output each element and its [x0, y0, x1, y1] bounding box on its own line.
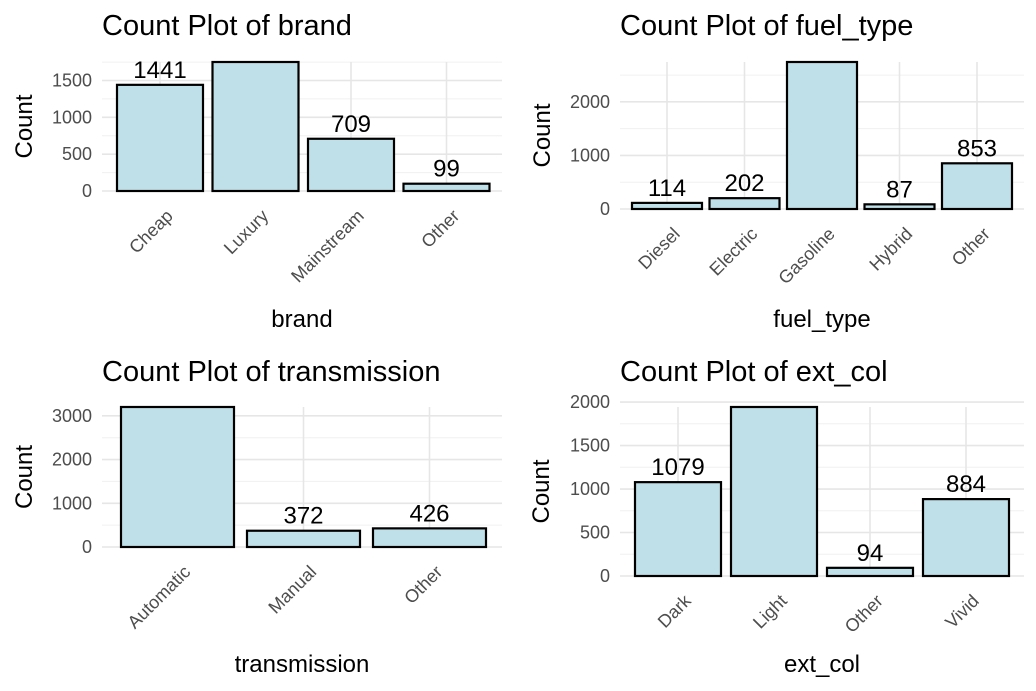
x-tick-label-electric: Electric: [705, 224, 761, 280]
data-label-other: 99: [433, 156, 460, 183]
data-label-other: 426: [409, 500, 449, 527]
y-axis-title: Count: [11, 445, 38, 509]
x-axis-title: transmission: [235, 651, 370, 678]
y-tick-label: 0: [82, 181, 92, 201]
bar-vivid: [921, 498, 1011, 578]
y-tick-label: 0: [82, 537, 92, 557]
bar-automatic: [119, 405, 236, 549]
bar-gasoline: [785, 60, 859, 211]
bar-diesel: [630, 201, 704, 211]
x-tick-label-other: Other: [841, 591, 887, 637]
y-tick-label: 500: [580, 523, 610, 543]
chart-title: Count Plot of ext_col: [620, 356, 888, 388]
y-tick-label: 3000: [52, 406, 92, 426]
x-tick-label-hybrid: Hybrid: [865, 224, 916, 275]
x-tick-label-luxury: Luxury: [220, 206, 272, 258]
chart-ext-col: 0 500 1000 1500 2000 1079 94 884 Dark Light Other V…: [528, 356, 1024, 678]
chart-fuel-type: 0 1000 2000 114 202 87 853 Diesel Electric Gasoli…: [529, 10, 1024, 333]
y-axis-title: Count: [11, 94, 38, 158]
chart-panel-fuel-type: 0 1000 2000 114 202 87 853 Diesel Electric Gasoli…: [518, 0, 1036, 345]
data-label-mainstream: 709: [331, 111, 371, 138]
y-tick-label: 1000: [52, 493, 92, 513]
bar-luxury: [211, 60, 300, 193]
bar-manual: [245, 529, 362, 549]
y-axis-title: Count: [528, 459, 555, 523]
x-axis-title: ext_col: [784, 651, 860, 678]
y-tick-label: 1000: [52, 107, 92, 127]
y-tick-label: 2000: [570, 92, 610, 112]
y-tick-label: 1000: [570, 479, 610, 499]
bar-mainstream: [306, 137, 396, 193]
data-label-dark: 1079: [651, 454, 704, 481]
x-tick-label-diesel: Diesel: [634, 224, 684, 274]
data-label-other: 853: [957, 135, 997, 162]
x-tick-label-other: Other: [417, 206, 463, 252]
chart-panel-transmission: 0 1000 2000 3000 372 426 Automatic Manual Other C…: [0, 345, 518, 691]
bar-other: [371, 527, 488, 549]
x-tick-label-manual: Manual: [264, 562, 320, 618]
y-tick-label: 0: [600, 199, 610, 219]
bar-other: [940, 162, 1014, 211]
x-tick-label-cheap: Cheap: [125, 206, 177, 258]
x-tick-label-light: Light: [749, 591, 791, 633]
x-tick-label-mainstream: Mainstream: [287, 206, 368, 287]
x-tick-label-dark: Dark: [654, 590, 696, 632]
chart-title: Count Plot of brand: [102, 10, 352, 42]
bar-dark: [633, 481, 723, 578]
chart-panel-brand: 0 500 1000 1500 1441 709 99 Cheap Luxury Mainstre…: [0, 0, 518, 345]
chart-transmission: 0 1000 2000 3000 372 426 Automatic Manual Other C…: [11, 356, 502, 678]
x-axis-title: brand: [271, 306, 332, 333]
y-tick-label: 2000: [570, 392, 610, 412]
data-label-manual: 372: [283, 503, 323, 530]
x-tick-label-other: Other: [948, 224, 994, 270]
bar-cheap: [115, 83, 205, 193]
bar-light: [729, 405, 819, 578]
x-tick-label-other: Other: [400, 562, 446, 608]
chart-title: Count Plot of fuel_type: [620, 10, 913, 42]
chart-panel-ext-col: 0 500 1000 1500 2000 1079 94 884 Dark Light Other V…: [518, 345, 1036, 691]
y-tick-label: 1000: [570, 145, 610, 165]
y-tick-label: 1500: [570, 436, 610, 456]
y-tick-label: 2000: [52, 450, 92, 470]
x-tick-label-gasoline: Gasoline: [774, 224, 838, 288]
bar-hybrid: [863, 203, 936, 211]
bar-other: [402, 182, 491, 193]
y-tick-label: 0: [600, 566, 610, 586]
data-label-vivid: 884: [946, 471, 986, 498]
data-label-other: 94: [857, 540, 884, 567]
bar-other: [825, 566, 915, 578]
data-label-cheap: 1441: [133, 57, 186, 84]
data-label-electric: 202: [724, 170, 764, 197]
chart-brand: 0 500 1000 1500 1441 709 99 Cheap Luxury Mainstre…: [11, 10, 502, 333]
x-axis-title: fuel_type: [773, 306, 870, 333]
y-axis-title: Count: [529, 103, 556, 167]
x-tick-label-vivid: Vivid: [941, 591, 983, 633]
x-tick-label-automatic: Automatic: [124, 562, 195, 633]
y-tick-label: 500: [62, 144, 92, 164]
chart-title: Count Plot of transmission: [102, 356, 440, 388]
data-label-diesel: 114: [648, 175, 686, 202]
bar-electric: [708, 197, 781, 211]
data-label-hybrid: 87: [886, 176, 913, 203]
y-tick-label: 1500: [52, 70, 92, 90]
